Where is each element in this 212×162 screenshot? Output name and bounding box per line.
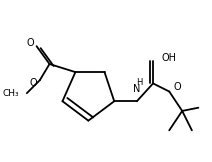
Text: OH: OH bbox=[161, 53, 176, 63]
Text: N: N bbox=[133, 84, 141, 94]
Text: O: O bbox=[173, 82, 181, 93]
Text: O: O bbox=[29, 78, 37, 88]
Text: O: O bbox=[26, 38, 34, 48]
Text: CH₃: CH₃ bbox=[2, 89, 19, 98]
Text: H: H bbox=[137, 78, 143, 87]
